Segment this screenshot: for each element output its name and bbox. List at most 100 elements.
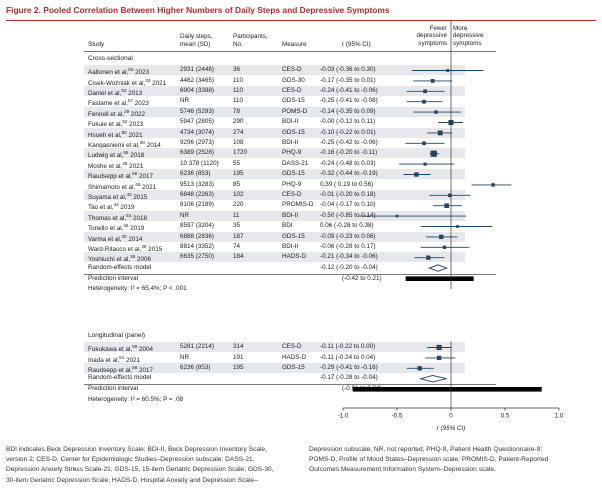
row-shade bbox=[84, 363, 465, 373]
r-ci: -0.16 (-0.20 to -0.11) bbox=[320, 149, 378, 157]
daily-steps: 9513 (3283) bbox=[180, 180, 214, 188]
measure: BDI-II bbox=[282, 118, 299, 126]
estimate-marker bbox=[446, 69, 450, 72]
measure: GDS-15 bbox=[282, 364, 305, 371]
r-ci-header: r (95% CI) bbox=[342, 41, 371, 48]
row-shade bbox=[84, 231, 465, 242]
row-shade bbox=[84, 65, 465, 76]
re-model-ci: -0.17 (-0.28 to -0.04) bbox=[320, 374, 378, 382]
measure: BDI-II bbox=[282, 211, 299, 219]
study-name: Kangasniemi et al,50 2014 bbox=[88, 140, 161, 150]
study-name: Yoshiuchi et al,38 2006 bbox=[88, 254, 152, 264]
x-tick-label: -1.0 bbox=[338, 413, 349, 420]
estimate-marker bbox=[423, 89, 427, 94]
measure: HADS-D bbox=[282, 253, 307, 261]
r-ci: -0.11 (-0.22 to 0.00) bbox=[320, 343, 376, 351]
prediction-label: Prediction interval bbox=[88, 385, 139, 393]
header-rule bbox=[84, 51, 496, 52]
x-tick-label: 1.0 bbox=[555, 413, 564, 420]
re-model-label: Random-effects model bbox=[88, 374, 152, 382]
daily-steps: 6904 (3388) bbox=[180, 87, 214, 94]
estimate-marker bbox=[430, 79, 435, 83]
r-ci: -0.24 (-0.48 to 0.03) bbox=[320, 159, 376, 167]
study-name: Cisek-Woźniak et al,33 2021 bbox=[88, 77, 167, 87]
estimate-marker bbox=[456, 225, 459, 228]
row-shade bbox=[84, 86, 465, 96]
daily-steps: NR bbox=[180, 353, 190, 361]
footnote-column-2: Depression subscale; NR, not reported; P… bbox=[309, 445, 548, 476]
measure: GDS-15 bbox=[282, 128, 305, 136]
estimate-marker bbox=[444, 203, 449, 208]
footnote-column-1: BDI indicates Beck Depression Inventory … bbox=[6, 445, 274, 486]
measure: CES-D bbox=[282, 87, 302, 94]
more-symptoms-header: depressive bbox=[453, 32, 484, 40]
participants: 187 bbox=[233, 232, 244, 240]
r-ci: -0.01 (-0.20 to 0.18) bbox=[320, 191, 376, 198]
measure: HADS-D bbox=[282, 353, 307, 361]
row-shade bbox=[84, 342, 465, 353]
participants: 191 bbox=[233, 353, 244, 361]
r-ci: -0.09 (-0.23 to 0.06) bbox=[320, 232, 376, 240]
measure: PHQ-9 bbox=[282, 180, 302, 188]
row-shade bbox=[84, 148, 465, 159]
daily-steps: 8106 (2189) bbox=[180, 201, 214, 209]
row-shade bbox=[84, 169, 465, 180]
daily-steps: 4734 (3074) bbox=[180, 128, 214, 136]
study-name: Tonello et al,42 2019 bbox=[88, 223, 145, 233]
steps-header: mean (SD) bbox=[180, 40, 211, 48]
measure: POMS-D bbox=[282, 107, 308, 115]
footnote-line: POMS-D, Profile of Mood States–Depressio… bbox=[309, 456, 549, 464]
r-ci: 0.39 ( 0.19 to 0.56) bbox=[320, 180, 374, 188]
row-shade bbox=[84, 106, 465, 117]
r-ci: -0.06 (-0.28 to 0.17) bbox=[320, 243, 376, 250]
study-name: Shimamoto et al,45 2021 bbox=[88, 181, 157, 191]
r-ci: -0.11 (-0.24 to 0.04) bbox=[320, 353, 376, 361]
participants: 36 bbox=[233, 66, 241, 74]
participants: 184 bbox=[233, 253, 244, 261]
daily-steps: 2931 (2448) bbox=[180, 66, 214, 74]
daily-steps: 6888 (2836) bbox=[180, 232, 214, 240]
measure: DASS-21 bbox=[282, 159, 309, 167]
r-ci: -0.21 (-0.34 to -0.06) bbox=[320, 253, 378, 261]
measure: GDS-30 bbox=[282, 76, 305, 84]
estimate-marker bbox=[436, 344, 442, 351]
estimate-marker bbox=[395, 214, 399, 218]
r-ci: -0.25 (-0.41 to -0.08) bbox=[320, 97, 378, 105]
participants: 11 bbox=[233, 211, 240, 219]
participants: 1720 bbox=[233, 149, 248, 157]
estimate-marker bbox=[423, 162, 427, 166]
more-symptoms-header: More bbox=[453, 25, 468, 32]
measure: CES-D bbox=[282, 191, 302, 198]
daily-steps: NR bbox=[180, 97, 190, 105]
estimate-marker bbox=[437, 130, 443, 136]
study-name: Raudsepp et al,58 2017 bbox=[88, 171, 153, 181]
footnote-line: BDI indicates Beck Depression Inventory … bbox=[6, 446, 267, 453]
participants-header: Participants, bbox=[233, 33, 268, 40]
forest-plot: -1.0 -0.5 0 0.5 1.0 r (95% CI) bbox=[338, 20, 564, 432]
more-symptoms-header: symptoms bbox=[453, 39, 482, 47]
footnote-line: version 2; CES-D, Center for Epidemiolog… bbox=[6, 456, 255, 464]
participants: 314 bbox=[233, 343, 244, 351]
prediction-bar bbox=[405, 276, 474, 281]
participants: 35 bbox=[233, 222, 241, 230]
x-tick-label: 0.5 bbox=[501, 413, 510, 420]
r-ci: -0.25 (-0.42 to -0.06) bbox=[320, 139, 378, 146]
study-name: Varma et al,40 2014 bbox=[88, 233, 143, 243]
daily-steps: 4462 (3465) bbox=[180, 76, 214, 84]
section-label: Longitudinal (panel) bbox=[88, 332, 146, 339]
pooled-diamond bbox=[428, 264, 448, 272]
r-ci: -0.17 (-0.35 to 0.01) bbox=[320, 76, 376, 84]
participants: 195 bbox=[233, 170, 244, 178]
measure: BDI-II bbox=[282, 139, 299, 146]
participants: 110 bbox=[233, 87, 244, 94]
estimate-marker bbox=[422, 99, 426, 104]
daily-steps: 5746 (5293) bbox=[180, 107, 214, 115]
study-name: Hsueh et al,60 2021 bbox=[88, 129, 143, 139]
x-tick-label: 0 bbox=[449, 413, 453, 420]
footnote-line: Depression Anxiety Stress Scale-21; GDS-… bbox=[6, 466, 274, 474]
r-ci: -0.14 (-0.35 to 0.09) bbox=[320, 107, 376, 115]
participants: 220 bbox=[233, 201, 244, 209]
study-name: Fukukawa et al,59 2004 bbox=[88, 344, 153, 354]
participants: 78 bbox=[233, 107, 241, 115]
daily-steps: 5281 (2214) bbox=[180, 343, 214, 351]
